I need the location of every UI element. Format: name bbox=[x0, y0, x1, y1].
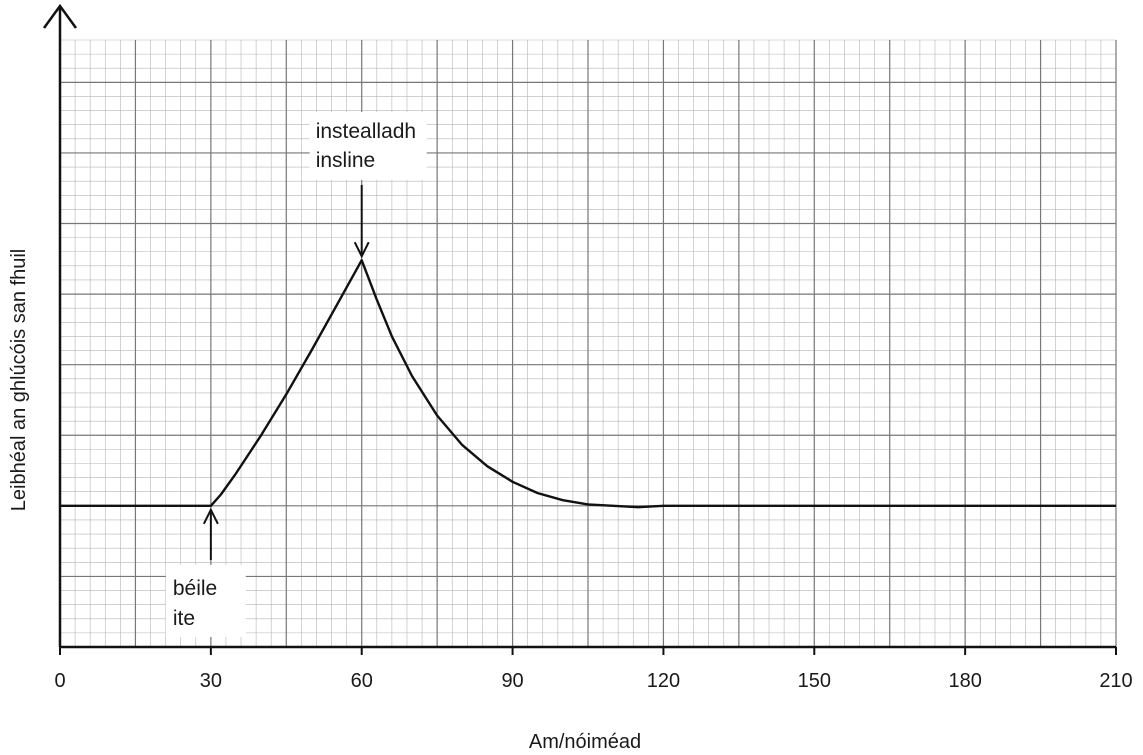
x-tick-label: 0 bbox=[54, 670, 65, 692]
axes bbox=[42, 3, 1117, 655]
annotation-arrowhead-insulin bbox=[353, 241, 370, 259]
annotation-box-meal bbox=[165, 565, 246, 637]
annotations-group: béile ite instealladh insline bbox=[165, 112, 427, 637]
series-group bbox=[60, 259, 1116, 509]
x-tick-label: 150 bbox=[798, 670, 831, 692]
x-tick-label: 30 bbox=[200, 670, 222, 692]
x-tick-labels: 0 30 60 90 120 150 180 210 bbox=[54, 670, 1132, 692]
y-axis-arrowhead bbox=[42, 3, 78, 29]
series-line bbox=[60, 259, 1116, 509]
y-axis-label: Leibhéal an ghlúcóis san fhuil bbox=[8, 249, 30, 511]
x-axis-label: Am/nóiméad bbox=[529, 731, 641, 753]
annotation-label-insulin: instealladh bbox=[316, 120, 416, 143]
annotation-arrowhead-meal bbox=[202, 507, 219, 525]
x-tick-label: 90 bbox=[501, 670, 523, 692]
x-tick-label: 180 bbox=[948, 670, 981, 692]
annotation-label-meal: ite bbox=[173, 607, 195, 630]
x-tick-label: 120 bbox=[647, 670, 680, 692]
x-tick-label: 60 bbox=[351, 670, 373, 692]
x-tick-label: 210 bbox=[1099, 670, 1132, 692]
annotation-label-meal: béile bbox=[173, 577, 217, 600]
annotation-label-insulin: insline bbox=[316, 149, 376, 172]
annotation-box-insulin bbox=[309, 112, 427, 180]
